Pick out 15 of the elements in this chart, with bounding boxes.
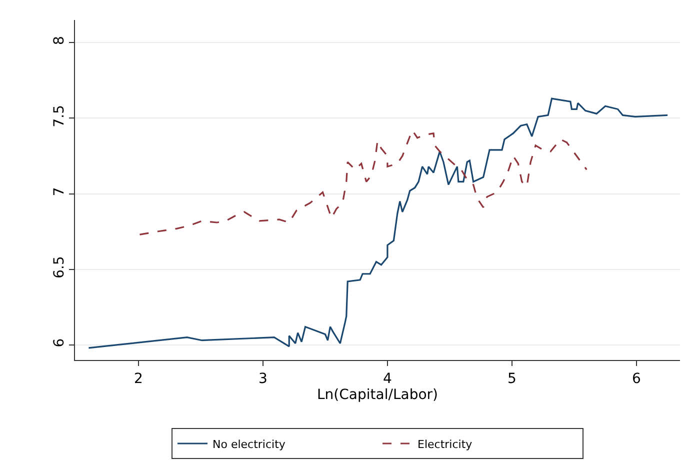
line-series <box>138 130 588 236</box>
x-axis-title: Ln(Capital/Labor) <box>317 386 438 403</box>
y-tick-label: 8 <box>51 36 68 46</box>
y-tick-label: 7 <box>51 187 68 196</box>
x-tick-label: 5 <box>507 370 516 387</box>
y-tick-label: 6.5 <box>51 256 68 278</box>
y-tick-label: 6 <box>51 338 68 348</box>
legend-label: No electricity <box>212 438 286 451</box>
x-tick-label: 2 <box>134 370 143 387</box>
x-tick-label: 4 <box>383 370 392 387</box>
x-tick-label: 3 <box>258 370 268 387</box>
line-series <box>88 98 668 349</box>
y-tick-label: 7.5 <box>51 104 68 128</box>
x-tick-label: 6 <box>632 370 641 387</box>
legend-label: Electricity <box>418 438 473 451</box>
